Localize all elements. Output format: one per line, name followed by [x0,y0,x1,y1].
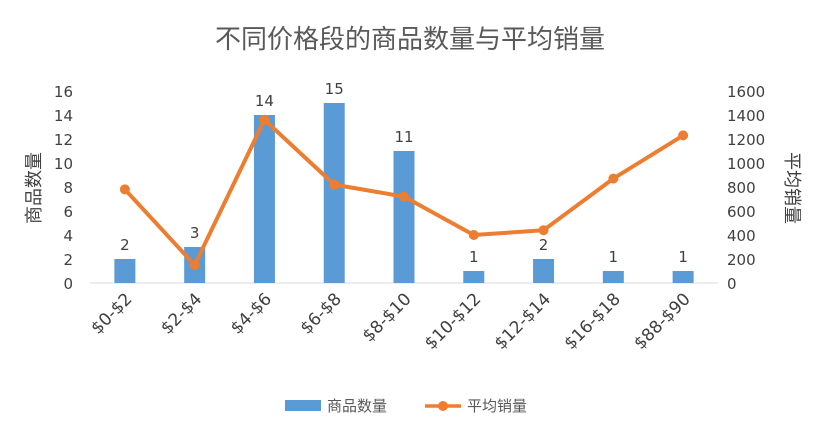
right-tick-label: 1200 [727,131,765,149]
legend-label-line: 平均销量 [467,397,527,415]
x-tick-label: $0-$2 [87,289,136,338]
bar-data-label: 1 [469,248,479,266]
x-tick-label: $10-$12 [421,289,485,353]
left-tick-label: 6 [63,203,73,221]
line-marker [678,130,689,141]
bar-data-label: 14 [255,92,274,110]
x-tick-label: $88-$90 [630,289,694,353]
bar-data-label: 2 [539,236,549,254]
left-tick-label: 2 [63,251,73,269]
chart-title: 不同价格段的商品数量与平均销量 [215,25,605,55]
right-tick-label: 600 [727,203,756,221]
right-tick-label: 1400 [727,107,765,125]
bar-data-label: 15 [325,80,344,98]
line-marker [259,114,270,125]
legend: 商品数量 平均销量 [285,397,527,415]
right-tick-label: 400 [727,227,756,245]
bar-data-label: 11 [394,128,413,146]
left-axis-label: 商品数量 [24,152,45,224]
line-marker [119,184,130,195]
left-tick-label: 8 [63,179,73,197]
right-tick-label: 800 [727,179,756,197]
bar-data-label: 2 [120,236,130,254]
bar [533,259,555,283]
left-tick-label: 4 [63,227,73,245]
right-axis-ticks: 0 200 400 600 800 1000 1200 1400 1600 [727,83,765,293]
left-tick-label: 14 [54,107,73,125]
legend-swatch-marker [438,401,448,411]
right-tick-label: 1000 [727,155,765,173]
line-marker [329,179,340,190]
x-tick-label: $16-$18 [561,289,625,353]
bar [323,103,345,283]
x-tick-label: $12-$14 [491,289,555,353]
legend-label-bar: 商品数量 [327,397,387,415]
line-marker [538,225,549,236]
line-marker [608,173,619,184]
right-tick-label: 200 [727,251,756,269]
right-axis-label: 平均销量 [781,152,802,224]
legend-swatch-bar [285,400,321,411]
bar-data-label: 3 [190,224,200,242]
left-tick-label: 10 [54,155,73,173]
bar [602,271,624,283]
bar-data-label: 1 [678,248,688,266]
line-marker [399,191,409,202]
x-axis-ticks: $0-$2 $2-$4 $4-$6 $6-$8 $8-$10 $10-$12 $12-$14… [87,289,694,353]
line-marker [468,230,479,240]
bar-series [114,103,694,283]
bar [672,271,694,283]
left-axis-ticks: 0 2 4 6 8 10 12 14 16 [54,83,73,293]
bar [393,151,415,283]
line-marker [189,260,200,270]
x-tick-label: $6-$8 [297,289,346,338]
bar-data-label: 1 [609,248,619,266]
x-tick-label: $4-$6 [227,289,276,338]
x-tick-label: $2-$4 [157,289,206,338]
bar [253,115,275,283]
bar [463,271,485,283]
x-tick-label: $8-$10 [359,289,416,346]
left-tick-label: 0 [63,275,73,293]
line-series [119,114,689,270]
right-tick-label: 0 [727,275,737,293]
bar [114,259,136,283]
right-tick-label: 1600 [727,83,765,101]
left-tick-label: 12 [54,131,73,149]
left-tick-label: 16 [54,83,73,101]
